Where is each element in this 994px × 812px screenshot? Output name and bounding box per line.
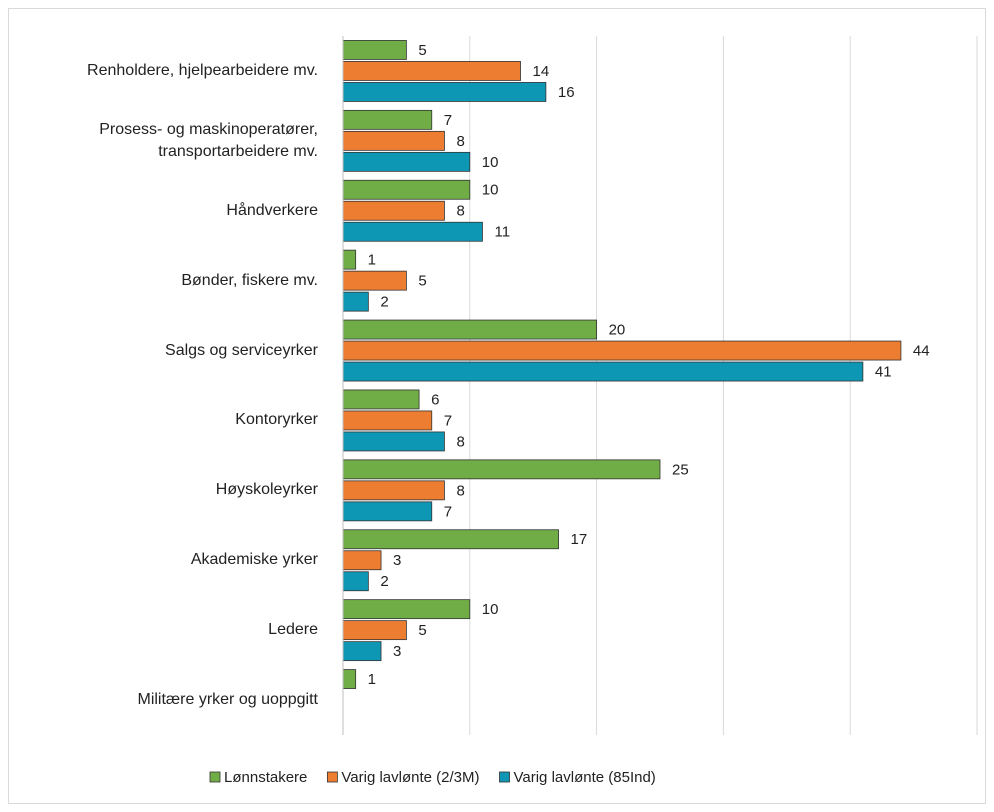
legend-label: Lønnstakere [224,769,307,786]
value-label: 7 [444,412,452,429]
bar [342,480,445,501]
value-label: 10 [482,601,499,618]
value-label: 7 [444,112,452,129]
category-label: Militære yrker og uoppgitt [137,691,318,709]
value-label: 41 [875,364,892,381]
bar [342,669,357,689]
category-label: Renholdere, hjelpearbeidere mv. [87,61,318,79]
bar [342,431,445,452]
bar [342,61,521,81]
value-label: 16 [558,84,575,101]
bar [342,550,382,571]
bar [342,459,661,480]
value-label: 11 [494,224,510,241]
bar [342,599,471,620]
bar [342,410,433,431]
value-label: 7 [444,503,452,520]
category-label: Salgs og serviceyrker [165,341,318,359]
bar [342,200,445,221]
bar [342,249,357,270]
value-label: 14 [533,63,550,80]
bar [342,389,420,410]
category-label: Akademiske yrker [190,551,318,569]
category-label: Kontoryrker [235,411,318,429]
bar [342,179,471,200]
value-label: 6 [431,391,439,408]
bar [342,40,407,60]
category-label: Høyskoleyrker [215,481,318,499]
category-label: Ledere [268,621,318,639]
bar [342,291,369,312]
value-label: 17 [571,531,588,548]
value-label: 8 [456,482,464,499]
legend-swatch [499,771,510,783]
value-label: 1 [368,671,376,688]
bar [342,571,369,592]
bar [342,151,471,172]
value-label: 20 [609,322,626,339]
value-label: 2 [380,573,388,590]
bar [342,130,445,151]
value-label: 3 [393,643,401,660]
bar [342,319,598,340]
bar [342,641,382,662]
value-label: 44 [913,343,930,360]
bar [342,270,407,291]
chart-frame [8,8,986,804]
bar [342,620,407,641]
value-label: 10 [482,154,499,171]
bar [342,221,483,242]
value-label: 8 [456,133,464,150]
category-label: Prosess- og maskinoperatører, transporta… [99,120,318,160]
bar [342,361,864,382]
value-label: 25 [672,461,689,478]
bar [342,82,547,102]
category-label: Bønder, fiskere mv. [181,271,318,289]
bar [342,529,559,550]
value-label: 1 [368,252,376,269]
value-label: 8 [456,433,464,450]
category-label: Håndverkere [226,201,318,219]
legend-label: Varig lavlønte (85Ind) [514,769,656,786]
legend-swatch [326,771,338,783]
value-label: 10 [482,182,499,199]
bar [342,340,902,361]
value-label: 5 [418,42,426,59]
bar [342,109,433,130]
legend-label: Varig lavlønte (2/3M) [341,769,479,786]
bar [342,501,433,522]
legend-swatch [209,771,221,783]
value-label: 5 [418,622,426,639]
value-label: 5 [418,273,426,290]
value-label: 8 [456,203,464,220]
value-label: 3 [393,552,401,569]
value-label: 2 [380,294,388,311]
